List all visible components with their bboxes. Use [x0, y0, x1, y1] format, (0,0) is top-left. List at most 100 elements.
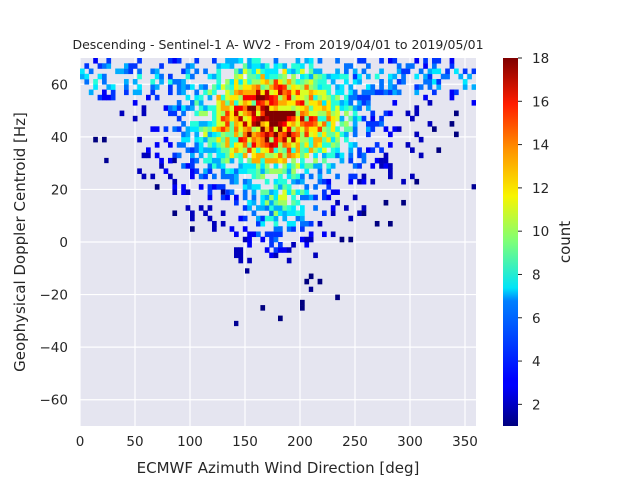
heatmap-cell — [238, 131, 244, 138]
heatmap-cell — [344, 110, 349, 117]
heatmap-cell — [185, 73, 191, 80]
heatmap-cell — [308, 220, 314, 227]
heatmap-cell — [392, 73, 398, 80]
heatmap-cell — [286, 126, 292, 132]
heatmap-cell — [273, 226, 279, 232]
heatmap-cell — [238, 147, 244, 153]
heatmap-cell — [234, 94, 239, 101]
heatmap-cell — [220, 152, 226, 159]
heatmap-cell — [225, 126, 230, 132]
heatmap-cell — [427, 79, 433, 85]
heatmap-cell — [322, 105, 327, 111]
heatmap-cell — [335, 152, 340, 159]
heatmap-cell — [264, 163, 270, 169]
x-tick-label: 50 — [126, 434, 143, 450]
heatmap-cell — [449, 121, 455, 127]
heatmap-cell — [159, 63, 164, 69]
heatmap-cell — [379, 147, 384, 153]
heatmap-cell — [291, 163, 296, 169]
heatmap-cell — [137, 136, 142, 143]
heatmap-cell — [185, 131, 191, 138]
heatmap-cell — [163, 126, 169, 132]
heatmap-cell — [300, 163, 305, 169]
colorbar-tick-label: 18 — [532, 51, 549, 67]
heatmap-cell — [278, 63, 283, 69]
heatmap-cell — [124, 68, 129, 75]
heatmap-cell — [234, 194, 239, 201]
heatmap-cell — [278, 100, 283, 106]
heatmap-cell — [273, 184, 279, 190]
heatmap-cell — [220, 157, 226, 164]
heatmap-cell — [256, 94, 261, 101]
heatmap-cell — [357, 147, 362, 153]
colorbar-tick-label: 14 — [532, 138, 549, 154]
heatmap-cell — [335, 73, 340, 80]
heatmap-cell — [247, 157, 252, 164]
heatmap-cell — [141, 105, 147, 111]
heatmap-cell — [256, 110, 261, 117]
heatmap-cell — [203, 131, 208, 138]
heatmap-cell — [278, 84, 283, 90]
heatmap-cell — [339, 105, 345, 111]
heatmap-cell — [238, 152, 244, 159]
heatmap-cell — [295, 115, 301, 122]
heatmap-cell — [313, 163, 318, 169]
heatmap-cell — [216, 126, 222, 132]
heatmap-cell — [374, 121, 380, 127]
heatmap-cell — [313, 100, 318, 106]
heatmap-cell — [286, 142, 292, 148]
heatmap-cell — [326, 152, 332, 159]
heatmap-cell — [242, 126, 248, 132]
heatmap-cell — [225, 142, 230, 148]
heatmap-cell — [326, 131, 332, 138]
heatmap-cell — [282, 163, 288, 169]
heatmap-cell — [317, 58, 323, 64]
heatmap-cell — [198, 110, 204, 117]
heatmap-cell — [295, 58, 301, 64]
heatmap-cell — [256, 136, 261, 143]
heatmap-cell — [238, 84, 244, 90]
heatmap-cell — [229, 84, 235, 90]
heatmap-cell — [352, 105, 358, 111]
heatmap-cell — [317, 105, 323, 111]
heatmap-cell — [291, 126, 296, 132]
heatmap-cell — [190, 226, 195, 232]
heatmap-cell — [322, 115, 327, 122]
heatmap-cell — [181, 121, 186, 127]
heatmap-cell — [242, 152, 248, 159]
heatmap-cell — [229, 157, 235, 164]
heatmap-cell — [436, 58, 442, 64]
heatmap-cell — [190, 152, 195, 159]
heatmap-cell — [216, 73, 222, 80]
heatmap-cell — [330, 110, 336, 117]
heatmap-cell — [300, 226, 305, 232]
heatmap-cell — [357, 210, 362, 217]
heatmap-cell — [326, 121, 332, 127]
heatmap-cell — [291, 147, 296, 153]
heatmap-cell — [264, 84, 270, 90]
heatmap-cell — [379, 58, 384, 64]
heatmap-cell — [194, 168, 200, 174]
heatmap-cell — [317, 79, 323, 85]
heatmap-cell — [361, 173, 367, 180]
heatmap-cell — [264, 231, 270, 238]
heatmap-cell — [247, 73, 252, 80]
heatmap-cell — [304, 142, 310, 148]
heatmap-cell — [260, 142, 266, 148]
heatmap-cell — [216, 157, 222, 164]
heatmap-cell — [247, 168, 252, 174]
heatmap-cell — [308, 79, 314, 85]
heatmap-cell — [176, 126, 182, 132]
heatmap-cell — [260, 100, 266, 106]
heatmap-cell — [304, 94, 310, 101]
heatmap-cell — [335, 126, 340, 132]
heatmap-cell — [176, 142, 182, 148]
heatmap-cell — [401, 199, 406, 206]
heatmap-cell — [410, 147, 415, 153]
heatmap-cell — [242, 110, 248, 117]
heatmap-cell — [172, 110, 178, 117]
heatmap-cell — [282, 168, 288, 174]
heatmap-cell — [124, 79, 129, 85]
heatmap-cell — [229, 131, 235, 138]
heatmap-cell — [348, 84, 354, 90]
